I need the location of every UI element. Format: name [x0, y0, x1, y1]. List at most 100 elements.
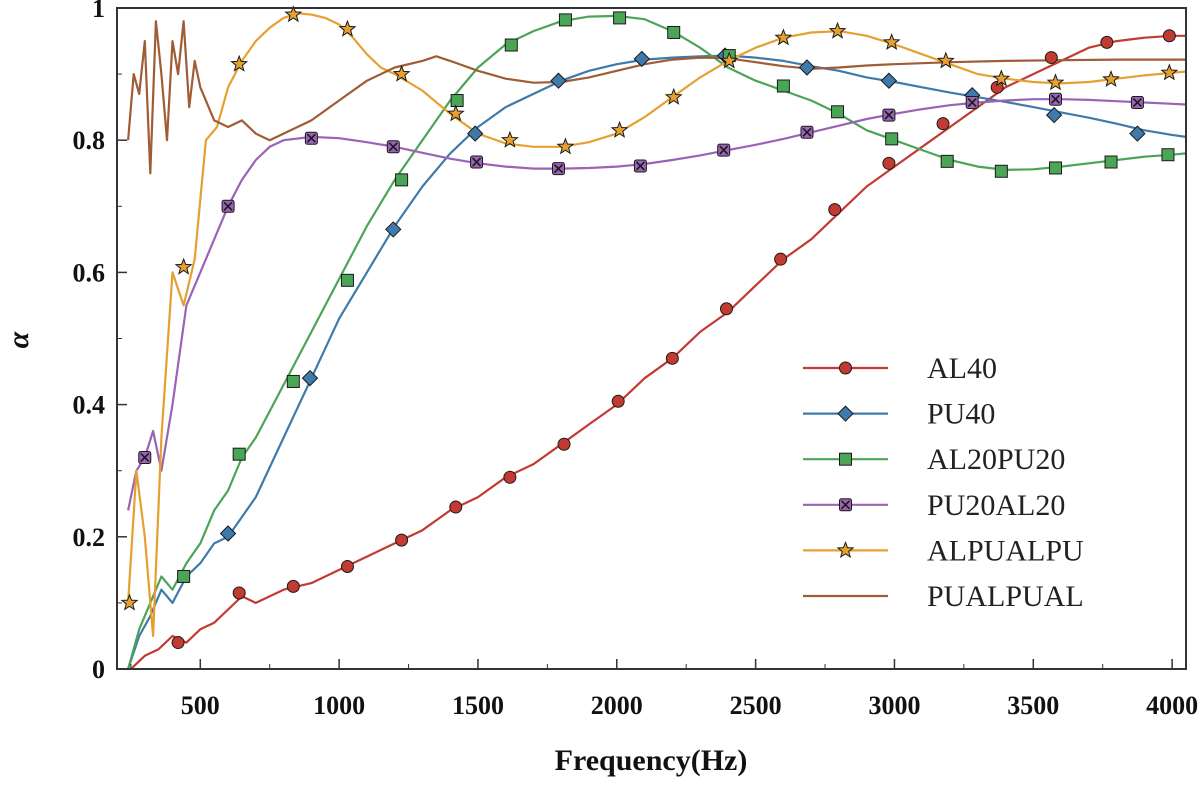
data-point-pu40 [1129, 125, 1146, 142]
data-point-pu40 [798, 59, 816, 76]
series-layer [127, 12, 1186, 669]
legend-label: AL20PU20 [927, 443, 1065, 476]
data-point-alpualpu [1102, 69, 1120, 87]
data-point-al20pu20 [177, 569, 191, 583]
y-tick-label: 0.6 [73, 258, 106, 287]
data-point-pu40 [1045, 106, 1063, 124]
legend-label: PU40 [927, 398, 995, 431]
data-point-pu40 [219, 525, 237, 542]
x-tick-label: 2500 [730, 691, 782, 720]
legend-marker [836, 540, 855, 559]
data-point-pu40 [385, 221, 402, 238]
legend-item-al20pu20: AL20PU20 [803, 443, 1065, 476]
data-point-al40 [1162, 29, 1176, 43]
data-point-al20pu20 [450, 94, 464, 108]
y-tick-label: 1 [92, 0, 105, 23]
data-point-al40 [1100, 35, 1114, 49]
data-point-alpualpu [828, 21, 847, 39]
data-point-al40 [171, 636, 185, 650]
data-point-pu20al20 [882, 108, 896, 122]
series-line-pu40 [127, 54, 1186, 669]
legend-item-alpualpu: ALPUALPU [803, 534, 1084, 567]
data-point-al40 [719, 302, 733, 316]
legend-marker [837, 405, 854, 422]
legend-marker [839, 452, 852, 466]
x-tick-label: 1000 [313, 691, 365, 720]
legend-label: ALPUALPU [927, 534, 1084, 567]
x-tick-label: 3000 [868, 691, 920, 720]
series-line-al20pu20 [127, 14, 1186, 669]
x-tick-label: 3500 [1007, 691, 1059, 720]
data-point-al40 [665, 351, 679, 365]
data-point-pu20al20 [221, 199, 235, 213]
data-point-alpualpu [720, 51, 739, 69]
data-point-al20pu20 [613, 11, 627, 25]
data-point-al40 [340, 560, 354, 574]
data-point-pu40 [880, 72, 898, 89]
data-point-al20pu20 [885, 132, 899, 146]
y-tick-label: 0 [92, 655, 105, 684]
series-line-pualpual [127, 20, 1186, 175]
data-point-alpualpu [664, 87, 683, 105]
data-point-al40 [286, 579, 300, 593]
data-point-pu20al20 [304, 131, 318, 145]
y-tick-label: 0.2 [73, 523, 106, 552]
data-point-pu40 [466, 125, 484, 142]
data-point-alpualpu [936, 51, 955, 69]
data-point-pu40 [633, 50, 650, 68]
data-point-alpualpu [1046, 73, 1065, 91]
x-tick-label: 2000 [591, 691, 643, 720]
data-point-al20pu20 [667, 25, 681, 39]
data-point-alpualpu [610, 120, 629, 138]
legend-item-pu20al20: PU20AL20 [803, 489, 1065, 522]
data-point-alpualpu [284, 5, 303, 23]
data-point-pu20al20 [717, 143, 731, 157]
data-point-al40 [936, 117, 950, 131]
x-axis-title: Frequency(Hz) [555, 744, 748, 777]
data-point-alpualpu [556, 137, 575, 155]
data-point-al40 [449, 500, 463, 514]
data-point-alpualpu [230, 54, 249, 72]
data-point-al40 [882, 156, 896, 170]
data-point-pu20al20 [551, 162, 565, 176]
data-point-al40 [1044, 51, 1058, 65]
x-tick-label: 500 [181, 691, 220, 720]
data-point-pu40 [550, 72, 567, 89]
data-point-al20pu20 [831, 105, 845, 119]
data-point-al20pu20 [504, 38, 518, 52]
data-point-pu40 [301, 369, 319, 387]
data-point-alpualpu [174, 257, 193, 275]
data-point-al40 [557, 437, 571, 451]
data-point-al40 [232, 586, 246, 600]
legend-label: PU20AL20 [927, 489, 1065, 522]
data-point-alpualpu [774, 28, 793, 46]
data-point-al40 [503, 470, 517, 484]
data-point-pu20al20 [1130, 96, 1144, 110]
data-point-pu20al20 [1048, 92, 1062, 106]
legend-marker [839, 498, 852, 512]
data-point-al20pu20 [340, 273, 354, 287]
x-tick-label: 4000 [1146, 691, 1198, 720]
legend-label: PUALPUAL [927, 580, 1084, 613]
data-point-al20pu20 [994, 164, 1008, 178]
data-point-al20pu20 [776, 79, 790, 93]
y-tick-label: 0.8 [73, 126, 106, 155]
data-point-al20pu20 [1048, 161, 1062, 175]
data-point-alpualpu [1160, 63, 1179, 81]
data-point-alpualpu [446, 104, 465, 122]
legend-item-al40: AL40 [803, 352, 997, 385]
data-point-al40 [395, 533, 409, 547]
legend-label: AL40 [927, 352, 997, 385]
data-point-al20pu20 [395, 173, 409, 187]
legend: AL40 PU40 AL20PU20 PU20AL20 ALPUALPU PUALPUAL [803, 352, 1084, 613]
data-point-alpualpu [338, 19, 357, 37]
data-point-al40 [611, 394, 625, 408]
data-point-pu20al20 [965, 96, 979, 110]
data-point-al20pu20 [940, 154, 954, 168]
data-point-pu20al20 [633, 159, 647, 173]
legend-item-pualpual: PUALPUAL [803, 580, 1084, 613]
data-point-alpualpu [992, 69, 1011, 87]
data-point-pu20al20 [386, 140, 400, 154]
data-point-alpualpu [392, 64, 411, 82]
